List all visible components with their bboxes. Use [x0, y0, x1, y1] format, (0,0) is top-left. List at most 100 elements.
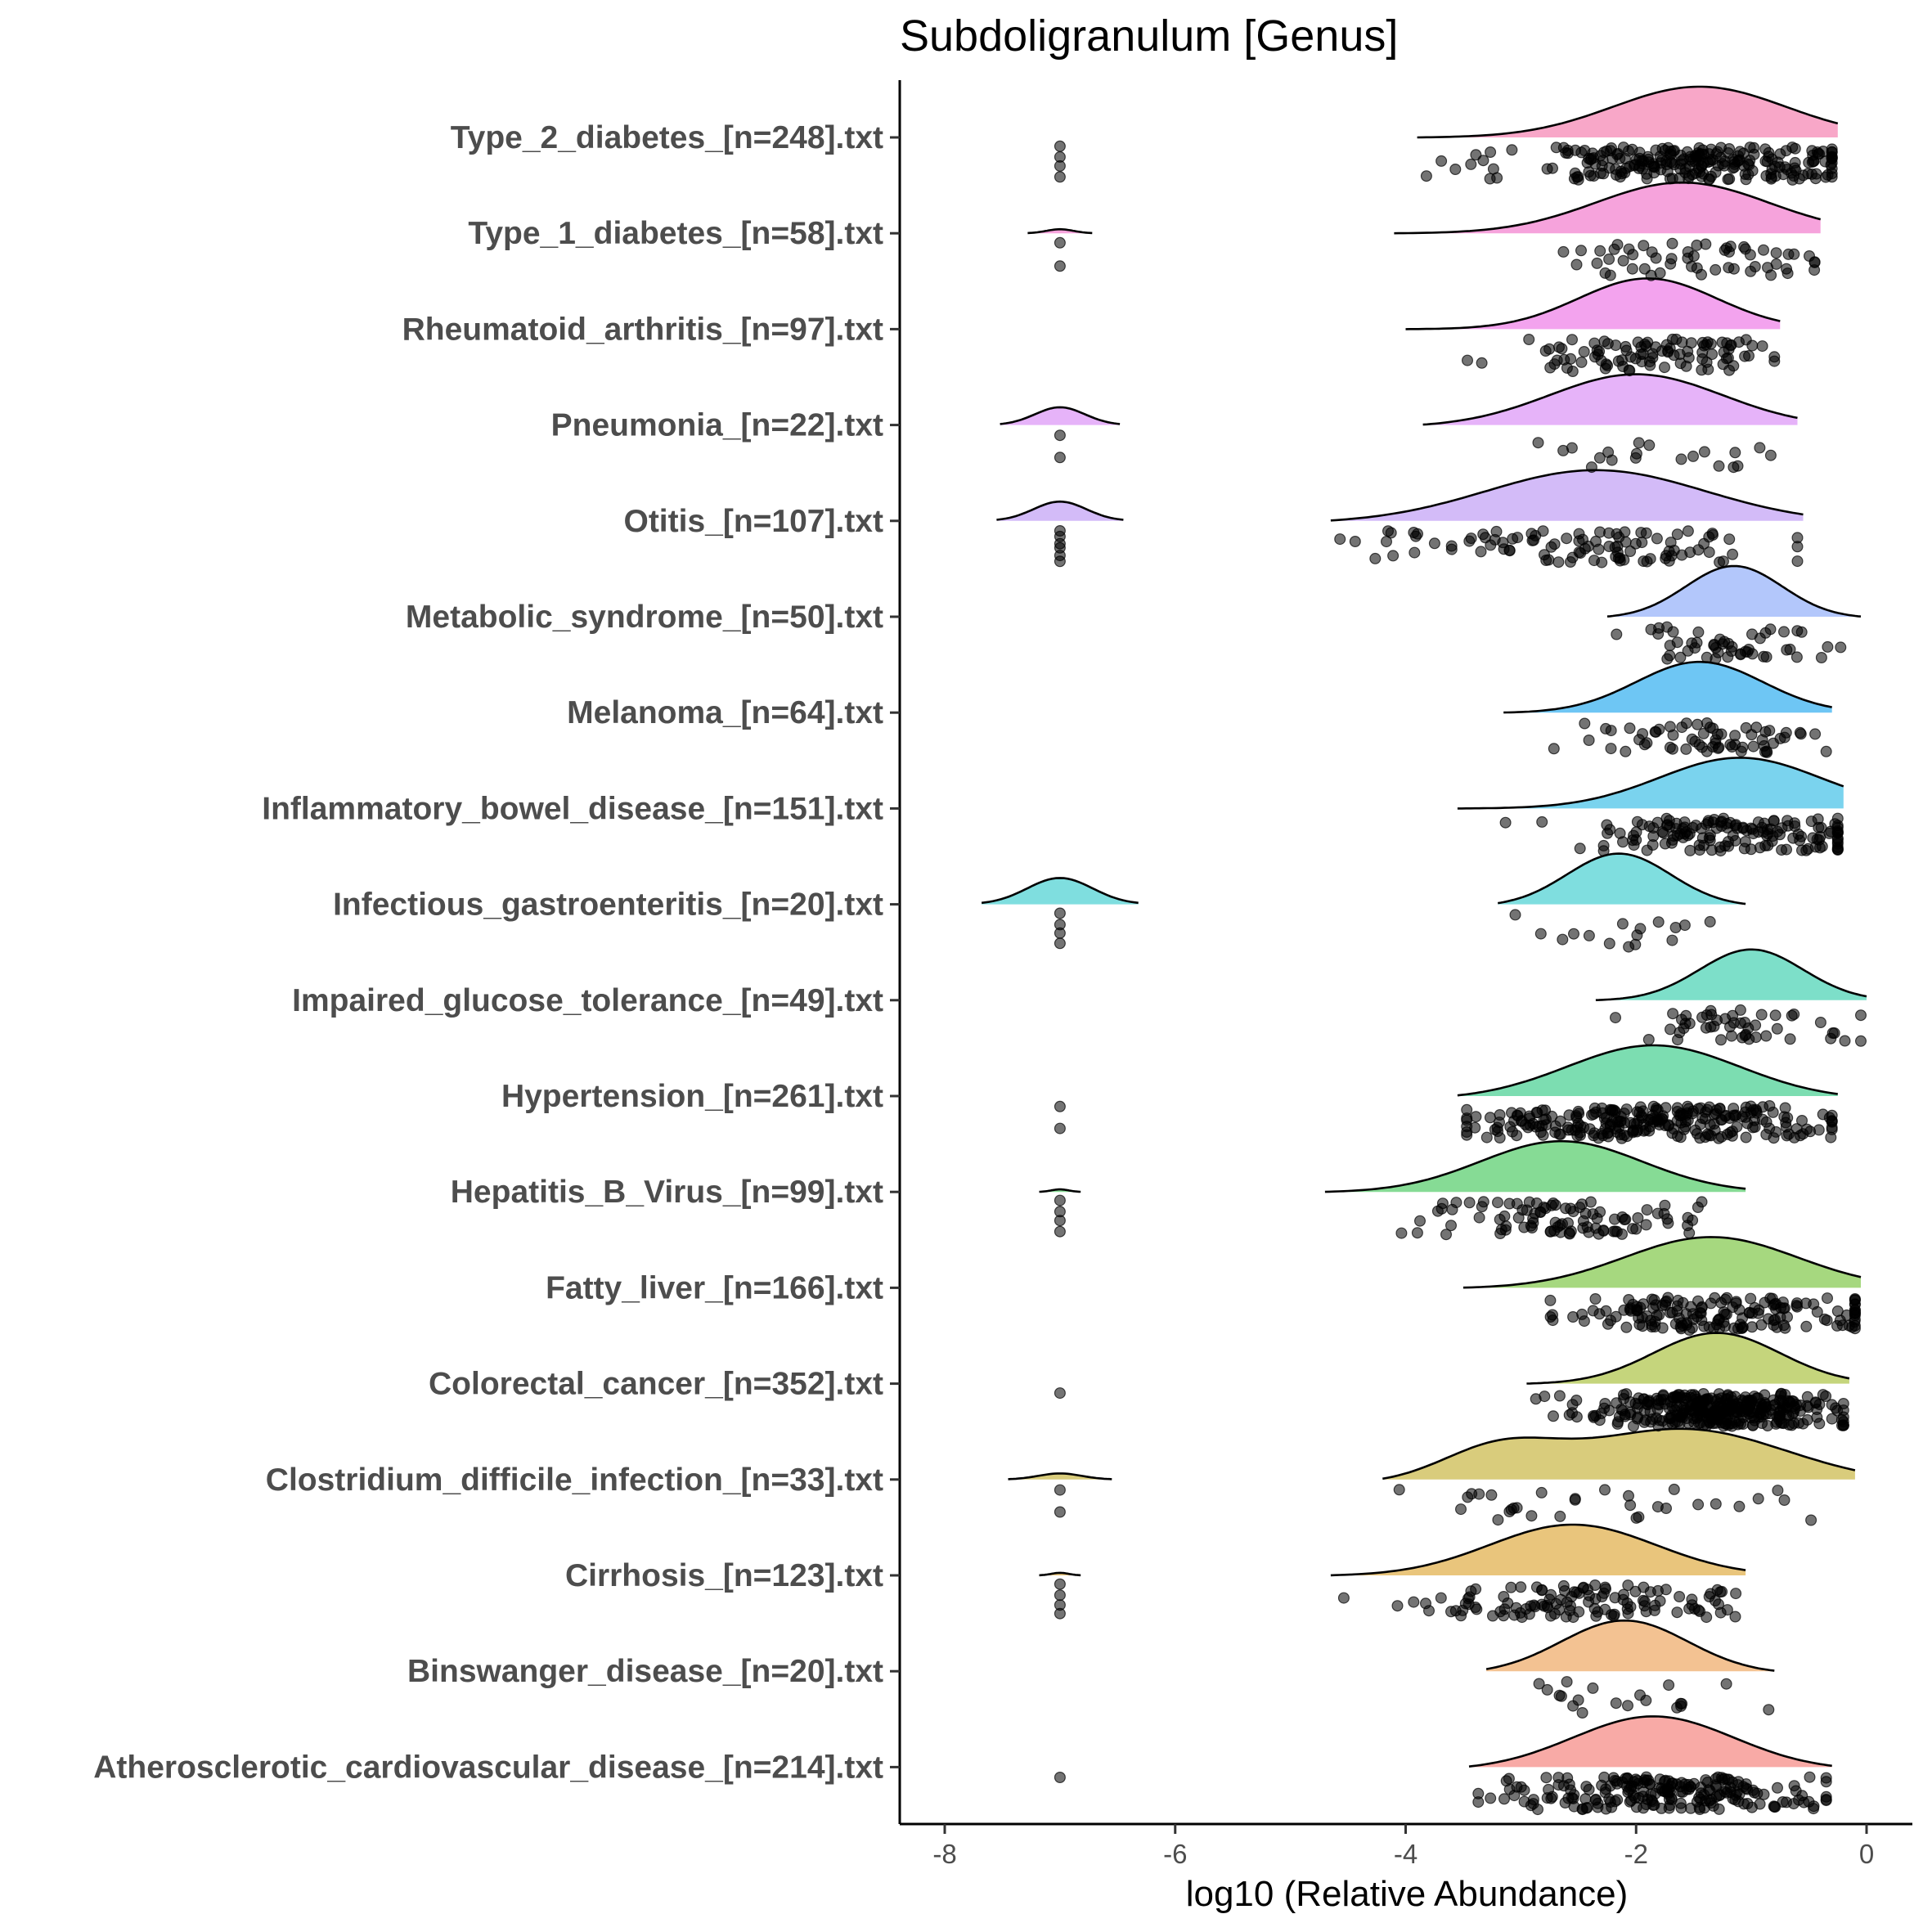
data-point	[1620, 745, 1632, 757]
data-point	[1768, 1319, 1780, 1332]
data-point	[1831, 841, 1844, 853]
data-point	[1552, 341, 1565, 353]
data-point	[1826, 151, 1838, 164]
data-point	[1780, 145, 1792, 157]
data-point	[1720, 1678, 1732, 1690]
data-point	[1814, 1016, 1826, 1028]
data-point	[1654, 1595, 1666, 1607]
data-point	[1459, 1597, 1471, 1610]
data-point	[1566, 334, 1578, 346]
density-outline	[1485, 1619, 1775, 1672]
data-point	[1603, 937, 1615, 950]
data-point	[1624, 1395, 1636, 1408]
data-point	[1369, 552, 1382, 564]
data-point	[1674, 1027, 1686, 1039]
data-point	[1738, 160, 1750, 172]
data-point	[1685, 1802, 1697, 1814]
data-point	[1564, 1600, 1576, 1612]
data-point	[1543, 554, 1555, 566]
data-point	[1548, 538, 1561, 550]
data-point	[1705, 844, 1718, 856]
zero-data-point	[1054, 171, 1066, 183]
data-point	[1790, 651, 1803, 663]
category-label: Rheumatoid_arthritis_[n=97].txt	[402, 312, 883, 347]
data-point	[1643, 439, 1656, 452]
zero-data-point	[1054, 1225, 1066, 1238]
data-point	[1561, 1676, 1573, 1688]
data-point	[1611, 1418, 1624, 1430]
data-point	[1640, 1219, 1652, 1231]
data-point	[1715, 1034, 1728, 1046]
data-point	[1499, 816, 1512, 829]
category-label: Pneumonia_[n=22].txt	[551, 408, 883, 443]
data-point	[1726, 1030, 1738, 1042]
data-point	[1554, 1510, 1566, 1522]
data-point	[1599, 1581, 1611, 1593]
data-point	[1561, 532, 1573, 545]
data-point	[1436, 155, 1448, 167]
data-point	[1686, 1599, 1698, 1611]
data-point	[1534, 1206, 1547, 1218]
data-point	[1588, 1602, 1601, 1615]
data-point	[1820, 1794, 1832, 1806]
zero-data-point	[1054, 1589, 1066, 1602]
density-outline	[1422, 373, 1798, 426]
data-point	[1719, 840, 1731, 852]
data-point	[1666, 237, 1678, 249]
data-point	[1633, 437, 1645, 449]
data-point	[1779, 1102, 1791, 1114]
data-point	[1713, 460, 1725, 472]
data-point	[1603, 253, 1615, 265]
density-cloud	[1324, 1141, 1746, 1193]
data-point	[1599, 1123, 1611, 1135]
data-point	[1712, 160, 1724, 172]
data-point	[1588, 555, 1600, 567]
density-clouds	[1324, 85, 1867, 1768]
category-label: Hypertension_[n=261].txt	[501, 1079, 883, 1114]
data-point	[1548, 743, 1560, 755]
data-point	[1428, 537, 1440, 550]
data-point	[1675, 1700, 1687, 1712]
data-point	[1477, 528, 1489, 541]
data-point	[1567, 928, 1579, 940]
data-point	[1515, 1781, 1527, 1793]
data-point	[1650, 341, 1662, 353]
data-point	[1518, 1795, 1530, 1808]
data-point	[1668, 829, 1680, 842]
data-point	[1705, 1297, 1717, 1310]
data-point	[1395, 1227, 1408, 1239]
data-point	[1611, 1794, 1624, 1806]
data-point	[1591, 257, 1603, 269]
data-point	[1748, 142, 1760, 154]
data-point	[1815, 651, 1827, 663]
data-point	[1815, 821, 1827, 833]
data-point	[1781, 1130, 1793, 1142]
data-point	[1619, 1410, 1631, 1422]
data-point	[1498, 1610, 1510, 1622]
zero-data-point	[1054, 1772, 1066, 1784]
data-point	[1544, 1225, 1557, 1238]
x-axis-title: log10 (Relative Abundance)	[1186, 1874, 1629, 1914]
data-point	[1623, 941, 1635, 953]
data-point	[1591, 344, 1603, 357]
data-point	[1568, 1789, 1580, 1801]
data-point	[1614, 555, 1626, 567]
data-point	[1568, 1800, 1580, 1813]
data-point	[1645, 1794, 1657, 1806]
data-point	[1737, 1411, 1750, 1423]
data-point	[1499, 1224, 1512, 1236]
x-tick-label: -6	[1163, 1839, 1187, 1869]
category-labels: Type_2_diabetes_[n=248].txt Type_1_diabet…	[93, 120, 900, 1785]
data-point	[1605, 743, 1617, 755]
data-point	[1554, 1115, 1566, 1127]
data-point	[1638, 240, 1650, 252]
data-point	[1763, 146, 1775, 159]
data-point	[1675, 453, 1687, 465]
data-point	[1574, 842, 1586, 855]
density-outline	[1503, 660, 1832, 714]
data-point	[1728, 360, 1740, 372]
data-point	[1668, 1483, 1680, 1495]
data-point	[1419, 1597, 1431, 1610]
data-point	[1640, 1606, 1652, 1618]
